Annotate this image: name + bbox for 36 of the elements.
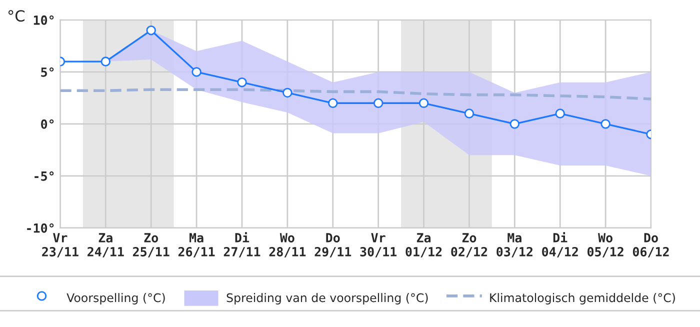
- point: [282, 88, 292, 98]
- line-series: [60, 88, 651, 100]
- y-tick-label: 10°: [34, 15, 54, 25]
- y-tick-label: -5°: [34, 171, 54, 181]
- point: [237, 77, 247, 88]
- y-tick-label: -10°: [27, 223, 54, 233]
- x-tick-label: Za 24/11: [88, 233, 124, 258]
- point: [328, 98, 338, 108]
- x-tick-label: Do 29/11: [314, 233, 352, 258]
- legend-label: Spreiding van de voorspelling (°C): [226, 293, 428, 304]
- point: [555, 108, 565, 118]
- x-tick-label: Vr 23/11: [42, 233, 78, 258]
- legend-label: Voorspelling (°C): [66, 293, 165, 304]
- y-tick-label: 5°: [41, 67, 54, 77]
- x-tick-label: Wo 05/12: [587, 233, 624, 258]
- x-tick-label: Do 06/12: [632, 233, 669, 258]
- x-tick-label: Zo 02/12: [451, 233, 487, 258]
- point: [100, 56, 111, 66]
- point: [510, 119, 520, 129]
- y-axis-title: °C: [8, 10, 24, 22]
- point: [192, 67, 202, 77]
- x-tick-label: Di 04/12: [542, 232, 578, 258]
- x-tick-label: Di 27/11: [224, 232, 260, 258]
- point: [146, 25, 156, 36]
- point: [373, 98, 384, 108]
- point: [418, 98, 429, 108]
- x-tick-label: Wo 28/11: [269, 233, 306, 258]
- x-tick-label: Zo 25/11: [132, 233, 170, 258]
- x-tick-label: Vr 30/11: [360, 233, 397, 258]
- point: [600, 119, 610, 129]
- point: [464, 108, 474, 118]
- y-tick-label: 0°: [41, 119, 54, 129]
- legend-label: Klimatologisch gemiddelde (°C): [490, 293, 675, 304]
- x-tick-label: Za 01/12: [406, 233, 442, 258]
- x-tick-label: Ma 03/12: [496, 233, 532, 258]
- x-tick-label: Ma 26/11: [178, 233, 215, 258]
